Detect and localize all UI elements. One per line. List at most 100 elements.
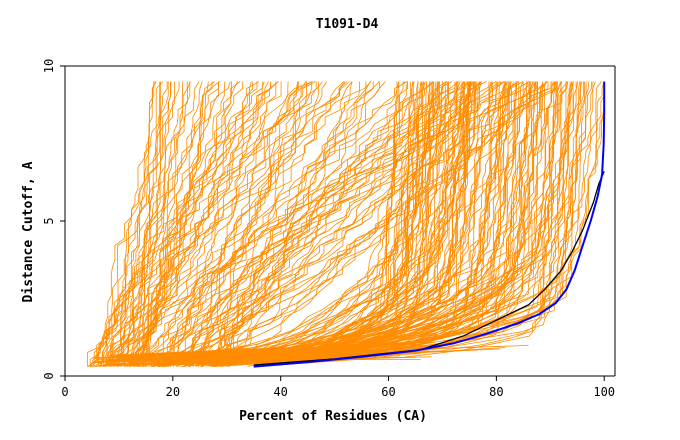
model-curve: [130, 81, 509, 357]
y-tick-label: 5: [42, 217, 56, 224]
model-curve: [130, 81, 567, 362]
model-curve: [151, 81, 386, 368]
model-curve: [109, 81, 265, 367]
model-curve: [170, 81, 408, 367]
model-curve: [185, 81, 530, 367]
model-curve: [218, 81, 587, 359]
x-tick-label: 0: [61, 385, 68, 399]
model-curve: [107, 81, 497, 365]
y-ticks: 0 5 10: [42, 59, 65, 380]
model-curve: [93, 81, 169, 367]
model-curve: [183, 81, 299, 368]
model-curve: [95, 81, 577, 367]
model-curve: [188, 81, 425, 368]
model-curve: [120, 81, 155, 367]
model-curve: [279, 81, 569, 366]
model-curve: [235, 349, 307, 365]
model-curve: [153, 81, 463, 367]
model-curve: [97, 81, 511, 360]
model-curve: [112, 81, 238, 367]
model-curve: [98, 81, 508, 362]
model-curve: [198, 81, 459, 364]
model-curve: [123, 81, 279, 367]
x-tick-label: 100: [593, 385, 615, 399]
model-curve: [119, 81, 530, 367]
model-curve: [228, 81, 380, 367]
model-curve: [117, 81, 254, 367]
model-curve: [227, 81, 482, 367]
x-tick-label: 40: [273, 385, 287, 399]
model-curve: [274, 81, 492, 360]
model-curve: [212, 81, 519, 368]
model-curves: [87, 81, 605, 368]
model-curve: [105, 81, 191, 367]
model-curve: [133, 81, 191, 367]
model-curve: [116, 81, 605, 359]
model-curve: [111, 81, 313, 367]
model-curve: [99, 81, 180, 367]
model-curve: [117, 81, 157, 367]
model-curve: [104, 81, 200, 367]
model-curve: [140, 81, 575, 367]
model-curve: [160, 81, 482, 364]
model-curve: [136, 81, 232, 367]
y-tick-label: 0: [42, 372, 56, 379]
model-curve: [210, 81, 492, 365]
model-curve: [145, 81, 183, 367]
blue-model-curve: [253, 81, 606, 368]
model-curve: [151, 81, 346, 367]
model-curve: [140, 81, 580, 360]
x-tick-label: 60: [381, 385, 395, 399]
model-curve: [142, 81, 345, 367]
chart-title: T1091-D4: [316, 17, 379, 32]
model-curve: [142, 81, 481, 355]
model-curve: [112, 81, 372, 367]
model-curve: [193, 81, 552, 366]
model-curve: [218, 81, 555, 362]
model-curve: [241, 81, 605, 360]
model-curve: [137, 81, 271, 368]
model-curve: [90, 81, 172, 367]
x-tick-label: 20: [166, 385, 180, 399]
model-curve: [183, 81, 461, 367]
highlight-curves: [253, 81, 606, 368]
model-curve: [126, 350, 440, 360]
model-curve: [207, 81, 433, 358]
model-curve: [215, 81, 544, 361]
model-curve: [132, 81, 300, 367]
model-curve: [153, 81, 458, 367]
model-curve: [128, 81, 380, 368]
model-curve: [224, 81, 490, 359]
model-curve: [89, 81, 260, 367]
model-curve: [197, 81, 404, 359]
model-curve: [93, 81, 536, 364]
model-curve: [97, 81, 231, 367]
model-curve: [122, 359, 340, 361]
model-curve: [126, 81, 546, 360]
model-curve: [139, 81, 605, 357]
model-curve: [110, 81, 536, 357]
model-curve: [214, 81, 415, 367]
model-curve: [189, 81, 431, 357]
model-curve: [200, 81, 549, 368]
model-curve: [135, 81, 289, 367]
model-curve: [120, 81, 307, 367]
model-curve: [177, 81, 350, 367]
model-curve: [179, 81, 421, 356]
model-curve: [179, 81, 328, 367]
model-curve: [244, 81, 443, 362]
model-curve: [225, 81, 440, 363]
model-curve: [152, 81, 529, 362]
model-curve: [203, 81, 493, 361]
model-curve: [129, 81, 448, 366]
x-tick-label: 80: [489, 385, 503, 399]
model-curve: [139, 81, 161, 367]
model-curve: [99, 81, 323, 367]
model-curve: [124, 81, 277, 368]
model-curve: [227, 81, 459, 356]
model-curve: [120, 81, 469, 366]
model-curve: [229, 81, 472, 367]
model-curve: [154, 81, 548, 366]
model-curve: [147, 81, 572, 364]
